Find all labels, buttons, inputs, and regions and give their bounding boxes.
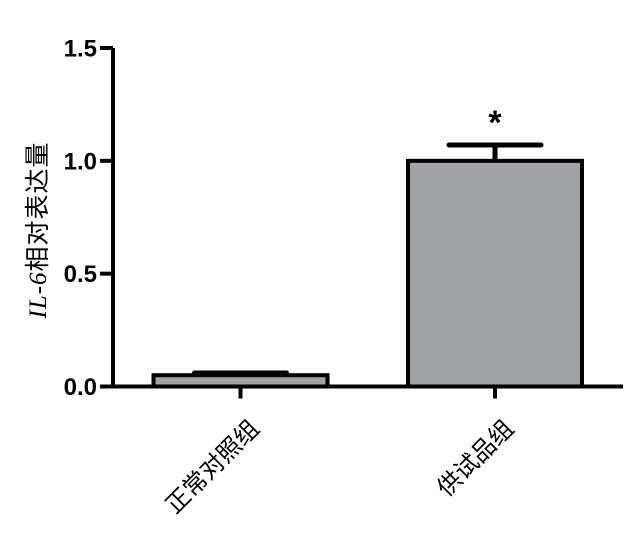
y-axis-title-rest: 相对表达量 [24,141,52,271]
y-axis-title-group: IL-6相对表达量 [24,141,52,319]
y-tick-label: 1.0 [64,148,97,175]
y-axis-title-gene: IL-6 [25,271,52,319]
significance-group: * [488,104,502,142]
error-bars-group [192,142,544,376]
category-label: 正常对照组 [161,415,265,519]
significance-star: * [488,104,502,142]
bar [406,158,584,389]
y-tick-label: 0.5 [64,261,97,288]
category-label: 供试品组 [432,415,519,502]
axes-group [100,46,623,399]
y-tick-label: 1.5 [64,36,97,63]
y-axis-title: IL-6相对表达量 [24,141,52,319]
y-tick-label: 0.0 [64,374,97,401]
category-labels-group: 正常对照组 供试品组 [161,415,519,519]
y-tick-labels-group: 0.0 0.5 1.0 1.5 [64,36,97,402]
bars-group [151,158,584,389]
